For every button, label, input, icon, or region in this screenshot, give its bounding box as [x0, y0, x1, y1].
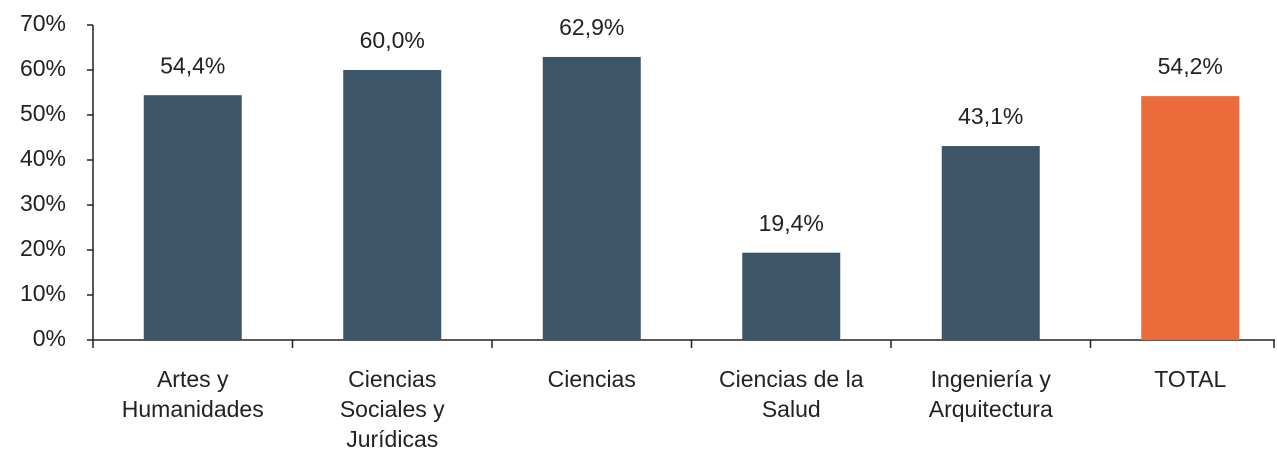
- y-tick-label: 40%: [20, 145, 66, 171]
- value-label: 62,9%: [559, 14, 624, 40]
- x-tick-label: Ciencias: [547, 366, 636, 392]
- x-tick-label: Ciencias de la Salud: [719, 366, 864, 422]
- value-label: 54,4%: [160, 52, 225, 78]
- value-label: 43,1%: [958, 103, 1023, 129]
- x-tick-label: Ciencias Sociales y Jurídicas: [339, 366, 445, 452]
- bar: [941, 146, 1040, 340]
- value-label: 54,2%: [1158, 53, 1223, 79]
- value-label: 19,4%: [759, 210, 824, 236]
- x-tick-label: TOTAL: [1154, 366, 1227, 392]
- y-tick-label: 60%: [20, 55, 66, 81]
- bar: [542, 56, 641, 340]
- value-label: 60,0%: [360, 27, 425, 53]
- y-tick-label: 50%: [20, 100, 66, 126]
- bar: [1141, 96, 1240, 340]
- bar: [742, 252, 841, 340]
- bar: [343, 70, 442, 340]
- y-tick-label: 20%: [20, 235, 66, 261]
- y-tick-label: 0%: [33, 325, 66, 351]
- x-tick-label: Artes y Humanidades: [121, 366, 264, 422]
- x-tick-label: Ingeniería y Arquitectura: [928, 366, 1053, 422]
- y-tick-label: 10%: [20, 280, 66, 306]
- y-tick-label: 70%: [20, 10, 66, 36]
- bar: [143, 95, 242, 340]
- y-tick-label: 30%: [20, 190, 66, 216]
